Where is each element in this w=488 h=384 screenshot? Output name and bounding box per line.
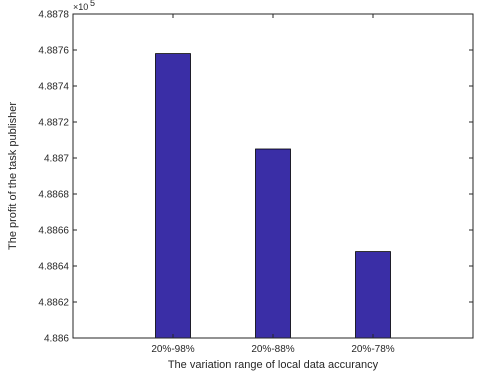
x-tick-label: 20%-78% — [351, 344, 394, 355]
y-exponent-label: ×10 — [73, 2, 88, 12]
x-tick-label: 20%-98% — [151, 344, 194, 355]
x-tick-label: 20%-88% — [251, 344, 294, 355]
y-tick-label: 4.8876 — [38, 46, 69, 57]
x-axis-ticks: 20%-98% 20%-88% 20%-78% — [151, 14, 395, 355]
bar — [155, 53, 191, 339]
y-axis-title: The profit of the task publisher — [7, 102, 19, 250]
y-exponent-power: 5 — [90, 0, 95, 8]
y-tick-label: 4.886 — [44, 334, 69, 345]
y-tick-label: 4.8862 — [38, 298, 69, 309]
y-tick-label: 4.8872 — [38, 118, 69, 129]
bars — [155, 53, 391, 339]
x-axis-title: The variation range of local data accura… — [168, 359, 379, 371]
plot-area-frame — [72, 13, 474, 339]
y-tick-label: 4.8866 — [38, 226, 69, 237]
y-tick-label: 4.8878 — [38, 10, 69, 21]
y-tick-label: 4.8868 — [38, 190, 69, 201]
y-tick-label: 4.8874 — [38, 82, 69, 93]
y-tick-label: 4.887 — [44, 154, 69, 165]
y-tick-label: 4.8864 — [38, 262, 69, 273]
bar — [355, 251, 391, 339]
bar — [255, 148, 291, 339]
